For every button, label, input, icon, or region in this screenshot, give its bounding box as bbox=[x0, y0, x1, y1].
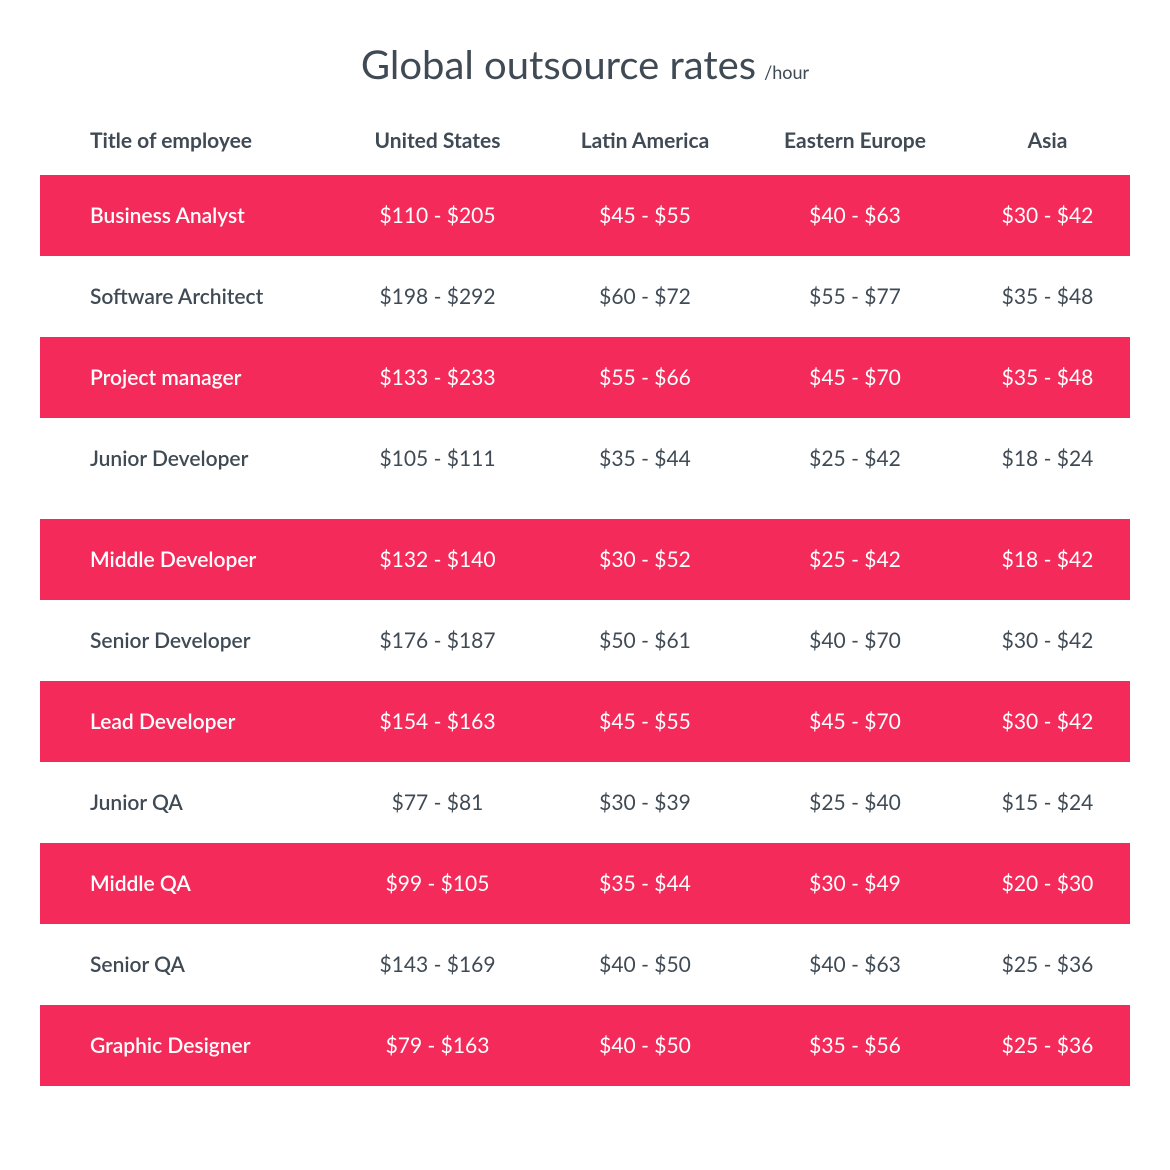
cell-us: $143 - $169 bbox=[330, 954, 545, 975]
table-header-row: Title of employee United States Latin Am… bbox=[40, 116, 1130, 175]
cell-us: $176 - $187 bbox=[330, 630, 545, 651]
cell-us: $99 - $105 bbox=[330, 873, 545, 894]
cell-role: Junior QA bbox=[40, 792, 330, 813]
cell-as: $30 - $42 bbox=[965, 711, 1130, 732]
page: Global outsource rates /hour Title of em… bbox=[0, 0, 1170, 1086]
cell-la: $45 - $55 bbox=[545, 205, 745, 226]
table-body: Business Analyst$110 - $205$45 - $55$40 … bbox=[40, 175, 1130, 1086]
cell-ee: $25 - $42 bbox=[745, 549, 965, 570]
table-row: Junior QA$77 - $81$30 - $39$25 - $40$15 … bbox=[40, 762, 1130, 843]
table-row: Lead Developer$154 - $163$45 - $55$45 - … bbox=[40, 681, 1130, 762]
cell-la: $50 - $61 bbox=[545, 630, 745, 651]
cell-role: Middle Developer bbox=[40, 549, 330, 570]
cell-ee: $40 - $70 bbox=[745, 630, 965, 651]
cell-ee: $40 - $63 bbox=[745, 954, 965, 975]
cell-as: $25 - $36 bbox=[965, 1035, 1130, 1056]
cell-role: Senior QA bbox=[40, 954, 330, 975]
cell-as: $35 - $48 bbox=[965, 286, 1130, 307]
cell-as: $30 - $42 bbox=[965, 630, 1130, 651]
cell-la: $35 - $44 bbox=[545, 873, 745, 894]
table-header-ee: Eastern Europe bbox=[745, 128, 965, 153]
cell-as: $20 - $30 bbox=[965, 873, 1130, 894]
table-row: Senior QA$143 - $169$40 - $50$40 - $63$2… bbox=[40, 924, 1130, 1005]
table-row: Software Architect$198 - $292$60 - $72$5… bbox=[40, 256, 1130, 337]
cell-as: $18 - $24 bbox=[965, 448, 1130, 469]
table-row: Graphic Designer$79 - $163$40 - $50$35 -… bbox=[40, 1005, 1130, 1086]
table-row: Middle Developer$132 - $140$30 - $52$25 … bbox=[40, 519, 1130, 600]
cell-role: Project manager bbox=[40, 367, 330, 388]
page-title-block: Global outsource rates /hour bbox=[0, 40, 1170, 88]
cell-as: $18 - $42 bbox=[965, 549, 1130, 570]
cell-la: $35 - $44 bbox=[545, 448, 745, 469]
cell-la: $45 - $55 bbox=[545, 711, 745, 732]
cell-la: $40 - $50 bbox=[545, 954, 745, 975]
cell-ee: $25 - $42 bbox=[745, 448, 965, 469]
cell-role: Lead Developer bbox=[40, 711, 330, 732]
cell-us: $79 - $163 bbox=[330, 1035, 545, 1056]
table-header-as: Asia bbox=[965, 128, 1130, 153]
cell-us: $110 - $205 bbox=[330, 205, 545, 226]
rates-table: Title of employee United States Latin Am… bbox=[40, 116, 1130, 1086]
cell-as: $15 - $24 bbox=[965, 792, 1130, 813]
page-title-suffix: /hour bbox=[764, 61, 809, 83]
page-title: Global outsource rates bbox=[361, 40, 756, 88]
cell-us: $105 - $111 bbox=[330, 448, 545, 469]
cell-us: $154 - $163 bbox=[330, 711, 545, 732]
cell-role: Business Analyst bbox=[40, 205, 330, 226]
cell-us: $198 - $292 bbox=[330, 286, 545, 307]
table-header-us: United States bbox=[330, 128, 545, 153]
table-header-role: Title of employee bbox=[40, 128, 330, 153]
cell-as: $30 - $42 bbox=[965, 205, 1130, 226]
table-row: Junior Developer$105 - $111$35 - $44$25 … bbox=[40, 418, 1130, 499]
table-row: Business Analyst$110 - $205$45 - $55$40 … bbox=[40, 175, 1130, 256]
table-row: Senior Developer$176 - $187$50 - $61$40 … bbox=[40, 600, 1130, 681]
cell-as: $25 - $36 bbox=[965, 954, 1130, 975]
cell-ee: $35 - $56 bbox=[745, 1035, 965, 1056]
cell-ee: $30 - $49 bbox=[745, 873, 965, 894]
cell-role: Junior Developer bbox=[40, 448, 330, 469]
cell-us: $77 - $81 bbox=[330, 792, 545, 813]
cell-role: Middle QA bbox=[40, 873, 330, 894]
cell-ee: $45 - $70 bbox=[745, 367, 965, 388]
cell-ee: $40 - $63 bbox=[745, 205, 965, 226]
cell-la: $60 - $72 bbox=[545, 286, 745, 307]
cell-ee: $45 - $70 bbox=[745, 711, 965, 732]
table-row: Project manager$133 - $233$55 - $66$45 -… bbox=[40, 337, 1130, 418]
cell-role: Senior Developer bbox=[40, 630, 330, 651]
cell-us: $132 - $140 bbox=[330, 549, 545, 570]
cell-as: $35 - $48 bbox=[965, 367, 1130, 388]
cell-us: $133 - $233 bbox=[330, 367, 545, 388]
table-row: Middle QA$99 - $105$35 - $44$30 - $49$20… bbox=[40, 843, 1130, 924]
cell-role: Graphic Designer bbox=[40, 1035, 330, 1056]
table-header-la: Latin America bbox=[545, 128, 745, 153]
cell-role: Software Architect bbox=[40, 286, 330, 307]
cell-la: $55 - $66 bbox=[545, 367, 745, 388]
cell-ee: $25 - $40 bbox=[745, 792, 965, 813]
cell-la: $40 - $50 bbox=[545, 1035, 745, 1056]
cell-la: $30 - $39 bbox=[545, 792, 745, 813]
cell-la: $30 - $52 bbox=[545, 549, 745, 570]
cell-ee: $55 - $77 bbox=[745, 286, 965, 307]
